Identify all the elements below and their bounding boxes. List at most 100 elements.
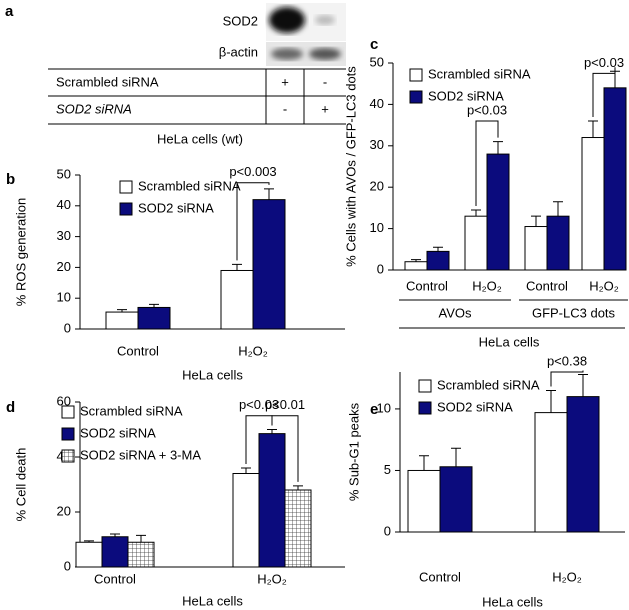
x-tick-label: Control — [526, 278, 568, 293]
significance-bracket — [236, 182, 270, 261]
error-bar — [293, 485, 303, 490]
table-cell: - — [323, 74, 327, 89]
y-tick-label: 10 — [57, 290, 71, 305]
panel-label: a — [5, 3, 14, 20]
y-tick-label: 0 — [377, 261, 384, 276]
x-tick-label: H₂O₂ — [472, 278, 502, 293]
bar — [486, 153, 510, 271]
error-bar — [110, 533, 120, 537]
error-bar — [136, 534, 146, 543]
x-tick-label: H₂O₂ — [589, 278, 619, 293]
x-tick-label: Control — [419, 569, 461, 584]
bar — [566, 396, 600, 533]
bar — [439, 466, 473, 533]
legend-label: SOD2 siRNA — [138, 200, 214, 215]
bar — [220, 269, 254, 330]
x-tick-label: Control — [117, 343, 159, 358]
table-lines — [48, 68, 346, 125]
table-cell: + — [321, 101, 329, 116]
bar — [105, 311, 139, 330]
annotation: p<0.003 — [229, 164, 276, 179]
error-bar — [546, 389, 556, 413]
error-bar — [531, 215, 541, 227]
error-bar — [149, 303, 159, 308]
y-tick-label: 10 — [370, 220, 384, 235]
error-bar — [241, 467, 251, 474]
error-bar — [84, 540, 94, 543]
y-tick-label: 20 — [57, 259, 71, 274]
legend-label: SOD2 siRNA — [437, 399, 513, 414]
bar — [546, 215, 570, 271]
group-label: AVOs — [439, 305, 472, 320]
bar — [407, 469, 441, 533]
bar — [524, 226, 548, 271]
x-axis-label: HeLa cells — [182, 593, 243, 608]
table-cell: + — [281, 74, 289, 89]
x-axis-label: HeLa cells — [482, 594, 543, 609]
legend-label: Scrambled siRNA — [80, 403, 183, 418]
y-tick-label: 50 — [370, 54, 384, 69]
x-axis-label: HeLa cells — [182, 367, 243, 382]
legend-swatch — [418, 379, 432, 393]
annotation: p<0.03 — [584, 55, 624, 70]
error-bar — [433, 246, 443, 252]
panel-label: e — [370, 401, 378, 418]
blot-label: SOD2 — [223, 13, 258, 28]
y-tick-label: 60 — [57, 393, 71, 408]
error-bar — [451, 447, 461, 467]
annotation: p<0.38 — [547, 353, 587, 368]
legend-swatch — [61, 449, 75, 463]
legend-label: SOD2 siRNA — [428, 88, 504, 103]
y-tick-label: 50 — [57, 166, 71, 181]
legend-swatch — [61, 427, 75, 441]
table-cell: Scrambled siRNA — [56, 74, 159, 89]
error-bar — [578, 373, 588, 397]
y-tick-label: 40 — [370, 96, 384, 111]
legend-label: SOD2 siRNA + 3-MA — [80, 447, 201, 462]
bar — [127, 541, 155, 568]
y-axis-label: % Cells with AVOs / GFP-LC3 dots — [343, 66, 358, 267]
x-tick-label: Control — [406, 278, 448, 293]
table-cell: SOD2 siRNA — [56, 101, 132, 116]
bar — [284, 489, 312, 568]
bar — [232, 473, 260, 568]
caption: HeLa cells (wt) — [157, 131, 243, 146]
panel-label: b — [6, 171, 15, 188]
legend-swatch — [61, 405, 75, 419]
annotation: p<0.03 — [239, 397, 279, 412]
legend-label: Scrambled siRNA — [437, 377, 540, 392]
blot-band — [309, 48, 341, 60]
blot-band — [269, 7, 305, 33]
error-bar — [553, 201, 563, 217]
bar — [603, 87, 627, 271]
bar — [258, 433, 286, 568]
error-bar — [471, 209, 481, 217]
annotation: p<0.03 — [467, 102, 507, 117]
y-tick-label: 20 — [370, 179, 384, 194]
legend-label: Scrambled siRNA — [138, 178, 241, 193]
y-tick-label: 30 — [57, 228, 71, 243]
x-tick-label: H₂O₂ — [238, 343, 268, 358]
y-axis-label: % Cell death — [13, 448, 28, 522]
error-bar — [117, 309, 127, 313]
y-tick-label: 0 — [384, 523, 391, 538]
table-cell: - — [283, 101, 287, 116]
group-label: GFP-LC3 dots — [532, 305, 616, 320]
bar — [534, 412, 568, 533]
blot-label: β-actin — [219, 44, 258, 59]
bar — [581, 137, 605, 271]
annotation: p<0.01 — [265, 397, 305, 412]
error-bar — [232, 263, 242, 271]
bar — [252, 199, 286, 330]
x-tick-label: H₂O₂ — [552, 569, 582, 584]
y-tick-label: 20 — [57, 503, 71, 518]
x-tick-label: H₂O₂ — [257, 571, 287, 586]
legend-swatch — [409, 68, 423, 82]
error-bar — [264, 188, 274, 200]
panel-label: d — [6, 399, 15, 416]
legend-swatch — [418, 401, 432, 415]
error-bar — [588, 120, 598, 138]
legend-label: Scrambled siRNA — [428, 66, 531, 81]
y-tick-label: 0 — [64, 320, 71, 335]
